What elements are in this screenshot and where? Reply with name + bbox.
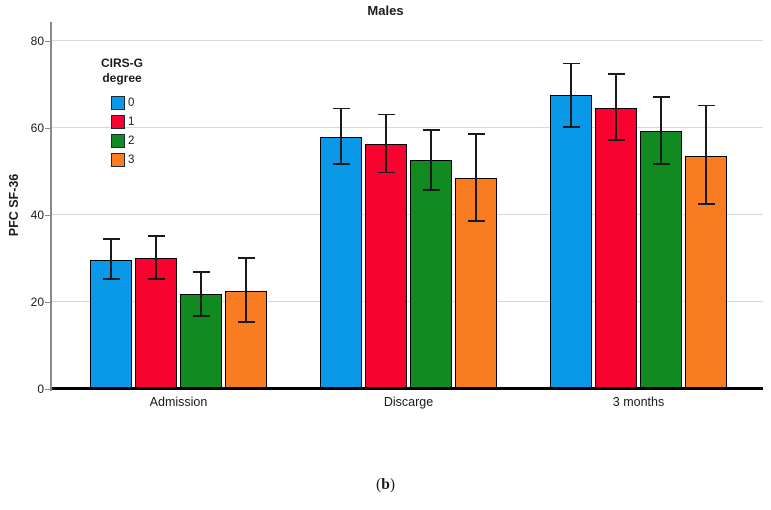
legend-item-0: 0 — [111, 93, 152, 112]
y-tick-label: 60 — [30, 120, 44, 135]
error-bar-cap — [192, 270, 210, 273]
legend-items: 0 1 2 3 — [111, 93, 152, 169]
error-bar-line — [475, 133, 477, 221]
y-axis-tick — [45, 214, 50, 216]
x-axis-labels: Admission Discarge 3 months — [52, 395, 763, 413]
error-bar-line — [200, 271, 202, 316]
x-axis-line — [50, 387, 763, 390]
x-category-label-discarge: Discarge — [383, 395, 434, 409]
plot-area — [45, 22, 763, 391]
chart-title: Males — [367, 3, 404, 18]
y-axis-tick — [45, 127, 50, 129]
legend-title-line1: CIRS-G — [101, 56, 143, 70]
error-bar-line — [110, 238, 112, 279]
error-bar-cap — [102, 277, 120, 280]
error-bar-cap — [607, 72, 625, 75]
error-bar-line — [705, 105, 707, 204]
y-axis-tick — [45, 40, 50, 42]
y-tick-label: 40 — [30, 207, 44, 222]
legend-swatch-1 — [111, 114, 125, 129]
error-bar-cap — [467, 132, 485, 135]
figure-caption: (b) — [0, 476, 771, 494]
error-bar-line — [155, 235, 157, 279]
error-bar-cap — [422, 128, 440, 131]
error-bar-cap — [332, 162, 350, 165]
error-bar-cap — [377, 171, 395, 174]
y-tick-label: 80 — [30, 33, 44, 48]
bar-admission-degree-1 — [135, 257, 177, 389]
y-axis-tick — [45, 301, 50, 303]
error-bar-cap — [607, 138, 625, 141]
legend-item-label: 1 — [128, 115, 135, 128]
legend-title-line2: degree — [102, 71, 142, 85]
error-bar-line — [245, 257, 247, 322]
bar-3-months-degree-1 — [595, 107, 637, 389]
bar-discarge-degree-0 — [320, 136, 362, 389]
error-bar-line — [615, 73, 617, 140]
bar-3-months-degree-2 — [640, 130, 682, 389]
error-bar-cap — [377, 113, 395, 116]
legend-item-3: 3 — [111, 150, 152, 169]
error-bar-cap — [237, 321, 255, 323]
y-axis-line — [50, 22, 52, 391]
gridline — [52, 127, 763, 129]
error-bar-cap — [102, 237, 120, 240]
error-bar-cap — [697, 202, 715, 205]
error-bar-cap — [237, 256, 255, 259]
error-bar-cap — [147, 277, 165, 280]
x-category-label-admission: Admission — [149, 395, 208, 409]
error-bar-cap — [562, 125, 580, 128]
legend-title: CIRS-G degree — [92, 56, 152, 86]
caption-label: b — [381, 476, 390, 493]
legend-item-label: 0 — [128, 96, 135, 109]
caption-open-paren: ( — [376, 476, 382, 493]
y-axis-tick — [45, 389, 50, 390]
gridline — [52, 301, 763, 303]
legend-swatch-0 — [111, 95, 125, 110]
error-bar-line — [430, 129, 432, 190]
legend-item-1: 1 — [111, 112, 152, 131]
error-bar-cap — [697, 104, 715, 107]
y-tick-label: 0 — [37, 382, 44, 396]
bar-discarge-degree-2 — [410, 159, 452, 389]
error-bar-line — [660, 96, 662, 164]
x-category-label-3-months: 3 months — [612, 395, 665, 409]
error-bar-cap — [652, 162, 670, 165]
bar-3-months-degree-0 — [550, 95, 592, 389]
y-tick-label: 20 — [30, 294, 44, 309]
error-bar-cap — [332, 107, 350, 110]
legend: CIRS-G degree 0 1 2 3 — [92, 56, 152, 169]
error-bar-cap — [467, 219, 485, 222]
y-axis-tick-labels: 0 20 40 60 80 — [0, 22, 44, 397]
error-bar-cap — [652, 95, 670, 98]
gridline — [52, 40, 763, 41]
error-bar-cap — [147, 234, 165, 237]
legend-swatch-3 — [111, 152, 125, 167]
error-bar-line — [385, 114, 387, 173]
legend-item-label: 2 — [128, 134, 135, 147]
legend-swatch-2 — [111, 133, 125, 148]
error-bar-cap — [192, 314, 210, 317]
caption-close-paren: ) — [389, 476, 395, 493]
legend-item-label: 3 — [128, 153, 135, 166]
bar-discarge-degree-1 — [365, 143, 407, 389]
error-bar-cap — [422, 189, 440, 191]
legend-item-2: 2 — [111, 131, 152, 150]
error-bar-cap — [562, 62, 580, 65]
gridline — [52, 214, 763, 216]
error-bar-line — [340, 108, 342, 164]
error-bar-line — [570, 63, 572, 127]
